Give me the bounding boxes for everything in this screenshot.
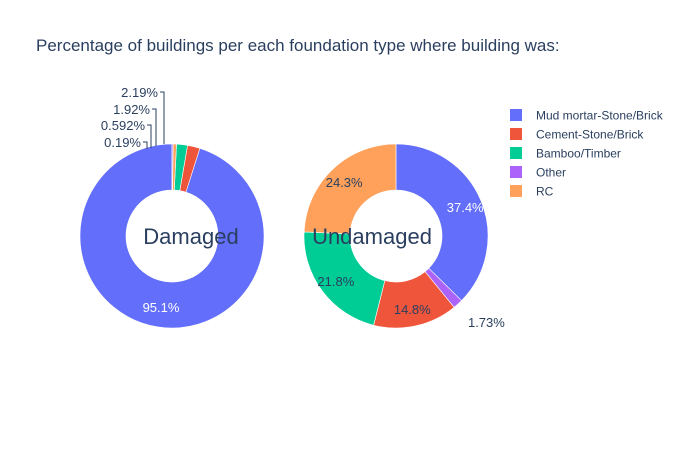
legend-item[interactable]: Mud mortar-Stone/Brick bbox=[510, 109, 664, 123]
slice-mud-mortar-stone-brick[interactable] bbox=[395, 143, 489, 302]
legend-swatch bbox=[510, 128, 522, 140]
legend-item[interactable]: Cement-Stone/Brick bbox=[510, 128, 644, 142]
slice-label: 37.4% bbox=[447, 200, 484, 215]
slice-label: 0.19% bbox=[104, 135, 141, 150]
slice-rc[interactable] bbox=[303, 143, 397, 235]
legend-swatch bbox=[510, 109, 522, 121]
pie-center-label: Damaged bbox=[143, 224, 238, 249]
label-leader-line bbox=[147, 124, 152, 148]
legend-label: Cement-Stone/Brick bbox=[536, 128, 644, 142]
legend-swatch bbox=[510, 166, 522, 178]
legend-item[interactable]: Other bbox=[510, 166, 566, 180]
slice-label: 1.92% bbox=[113, 102, 150, 117]
legend-label: Bamboo/Timber bbox=[536, 147, 621, 161]
slice-label: 24.3% bbox=[326, 175, 363, 190]
slice-label: 0.592% bbox=[101, 118, 146, 133]
pie-center-label: Undamaged bbox=[312, 224, 432, 249]
slice-mud-mortar-stone-brick[interactable] bbox=[79, 143, 265, 329]
label-leader-line bbox=[143, 141, 148, 149]
legend-label: Mud mortar-Stone/Brick bbox=[536, 109, 664, 123]
slice-label: 95.1% bbox=[143, 300, 180, 315]
legend-item[interactable]: Bamboo/Timber bbox=[510, 147, 621, 161]
label-leader-line bbox=[160, 91, 165, 144]
slice-other[interactable] bbox=[171, 143, 174, 191]
slice-label: 1.73% bbox=[468, 315, 505, 330]
slice-label: 14.8% bbox=[394, 302, 431, 317]
slice-label: 2.19% bbox=[121, 85, 158, 100]
pie-undamaged: 37.4% 1.73% 14.8% 21.8% 24.3% Undamaged bbox=[303, 143, 505, 330]
pie-damaged: 95.1% 2.19% 1.92%0.592% 0.19% Damaged bbox=[79, 85, 265, 329]
legend-swatch bbox=[510, 185, 522, 197]
pies: 95.1% 2.19% 1.92%0.592% 0.19% Damaged 37.4% 1.… bbox=[79, 85, 505, 330]
legend-label: RC bbox=[536, 185, 554, 199]
legend-item[interactable]: RC bbox=[510, 185, 554, 199]
legend-swatch bbox=[510, 147, 522, 159]
chart-title: Percentage of buildings per each foundat… bbox=[36, 36, 560, 55]
legend[interactable]: Mud mortar-Stone/Brick Cement-Stone/Brick… bbox=[510, 109, 664, 199]
slice-label: 21.8% bbox=[317, 274, 354, 289]
legend-label: Other bbox=[536, 166, 566, 180]
label-leader-line bbox=[152, 108, 157, 146]
